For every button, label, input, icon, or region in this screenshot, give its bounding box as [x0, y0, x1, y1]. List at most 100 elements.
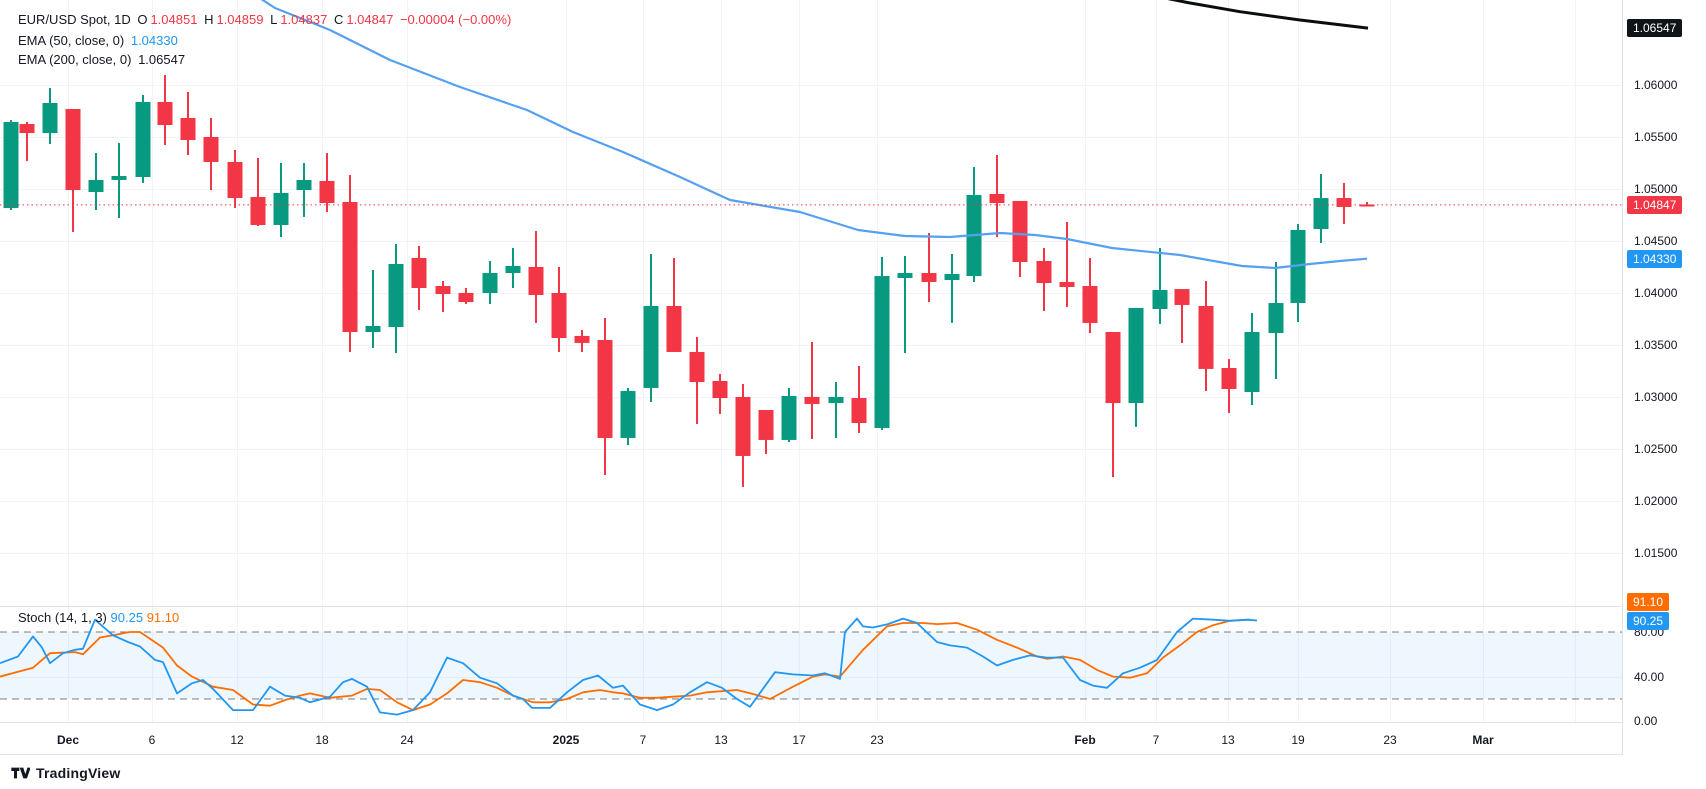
candle[interactable] — [203, 117, 219, 191]
stoch-band — [0, 631, 1623, 700]
candle[interactable] — [897, 255, 913, 354]
price-axis-label: 1.04500 — [1634, 234, 1678, 248]
candle[interactable] — [19, 122, 35, 162]
candle[interactable] — [666, 257, 682, 352]
stoch-k-badge: 90.25 — [1627, 611, 1670, 630]
axis-bottom-border — [0, 754, 1706, 755]
pane-borders — [0, 0, 1623, 754]
candle[interactable] — [482, 260, 498, 305]
candle[interactable] — [1082, 257, 1098, 334]
candle[interactable] — [111, 143, 127, 219]
candle[interactable] — [828, 382, 844, 438]
low-value: 1.04837 — [280, 12, 328, 27]
close-key: C — [333, 12, 344, 27]
open-value: 1.04851 — [150, 12, 198, 27]
candle[interactable] — [1359, 202, 1375, 207]
candle[interactable] — [944, 254, 960, 323]
candle[interactable] — [1221, 359, 1237, 414]
tradingview-branding[interactable]: TradingView — [10, 763, 120, 783]
candle[interactable] — [551, 267, 567, 352]
candle[interactable] — [296, 163, 312, 217]
candle[interactable] — [458, 288, 474, 305]
candle[interactable] — [1012, 200, 1028, 277]
price-axis[interactable]: 1.06000 1.05500 1.05000 1.04500 1.04000 1.035… — [1623, 0, 1706, 757]
candle[interactable] — [1152, 247, 1168, 324]
change-value: −0.00004 (−0.00%) — [399, 12, 512, 27]
candle[interactable] — [319, 153, 335, 212]
candle[interactable] — [597, 317, 613, 475]
candle[interactable] — [1128, 307, 1144, 427]
high-value: 1.04859 — [216, 12, 264, 27]
price-axis-label: 1.02000 — [1634, 494, 1678, 508]
close-value: 1.04847 — [346, 12, 394, 27]
candle[interactable] — [388, 244, 404, 354]
candle[interactable] — [921, 232, 937, 303]
stoch-d-badge: 91.10 — [1627, 592, 1670, 611]
time-axis-label: 6 — [148, 733, 156, 747]
candle[interactable] — [1313, 174, 1329, 243]
candle[interactable] — [65, 109, 81, 232]
candle[interactable] — [1036, 247, 1052, 311]
time-axis-label: Dec — [56, 733, 79, 747]
stoch-k-value: 90.25 — [110, 610, 144, 625]
ema200-value: 1.06547 — [138, 52, 186, 67]
candle[interactable] — [1105, 332, 1121, 478]
candle[interactable] — [851, 366, 867, 433]
candle[interactable] — [157, 75, 173, 146]
candle[interactable] — [42, 88, 58, 144]
candle[interactable] — [273, 163, 289, 238]
stoch-legend-row[interactable]: Stoch (14, 1, 3) 90.25 91.10 — [18, 610, 179, 625]
candle[interactable] — [1198, 281, 1214, 391]
ema200-legend-row[interactable]: EMA (200, close, 0) 1.06547 — [18, 52, 188, 67]
chart-svg[interactable] — [0, 0, 1623, 757]
candle[interactable] — [505, 247, 521, 289]
candle[interactable] — [781, 387, 797, 443]
candle[interactable] — [135, 94, 151, 183]
stoch-d-line — [0, 618, 1251, 711]
candle[interactable] — [528, 231, 544, 323]
price-axis-label: 1.03500 — [1634, 338, 1678, 352]
symbol-legend-row[interactable]: EUR/USD Spot, 1D O 1.04851 H 1.04859 L 1.04… — [18, 12, 514, 27]
candle[interactable] — [712, 374, 728, 414]
candle[interactable] — [3, 120, 19, 211]
candle[interactable] — [1059, 221, 1075, 308]
candle[interactable] — [804, 341, 820, 440]
candle[interactable] — [620, 387, 636, 446]
candle[interactable] — [966, 166, 982, 282]
candlestick-series[interactable] — [3, 75, 1375, 487]
candle[interactable] — [1268, 262, 1284, 380]
candle[interactable] — [365, 270, 381, 349]
candle[interactable] — [435, 281, 451, 313]
stoch-k-line — [0, 617, 1258, 716]
candle[interactable] — [411, 245, 427, 310]
time-axis-label: 23 — [1383, 733, 1397, 747]
candle[interactable] — [1290, 224, 1306, 323]
candle[interactable] — [989, 154, 1005, 238]
price-badge: 1.06547 — [1627, 19, 1683, 38]
candle[interactable] — [574, 330, 590, 352]
candle[interactable] — [735, 384, 751, 487]
candle[interactable] — [1244, 312, 1260, 406]
candle[interactable] — [227, 150, 243, 209]
time-axis-label: 13 — [714, 733, 728, 747]
candle[interactable] — [180, 91, 196, 155]
time-axis-label: 7 — [639, 733, 647, 747]
time-axis[interactable]: Dec 6 12 18 24 2025 7 13 17 23 Feb 7 13 19 23 Mar — [0, 723, 1623, 754]
candle[interactable] — [758, 410, 774, 454]
time-axis-label: 18 — [315, 733, 329, 747]
stoch-axis-label: 0.00 — [1634, 714, 1658, 729]
candle[interactable] — [643, 254, 659, 402]
candle[interactable] — [88, 153, 104, 211]
candle[interactable] — [250, 158, 266, 227]
low-key: L — [270, 12, 278, 27]
open-key: O — [137, 12, 148, 27]
price-axis-label: 1.04000 — [1634, 286, 1678, 300]
candle[interactable] — [689, 336, 705, 425]
candle[interactable] — [874, 257, 890, 430]
candle[interactable] — [1336, 182, 1352, 225]
candle[interactable] — [1174, 289, 1190, 344]
time-axis-label: 19 — [1291, 733, 1305, 747]
ema50-legend-row[interactable]: EMA (50, close, 0) 1.04330 — [18, 33, 181, 48]
candle[interactable] — [342, 174, 358, 352]
ema50-label: EMA (50, close, 0) — [18, 33, 125, 48]
